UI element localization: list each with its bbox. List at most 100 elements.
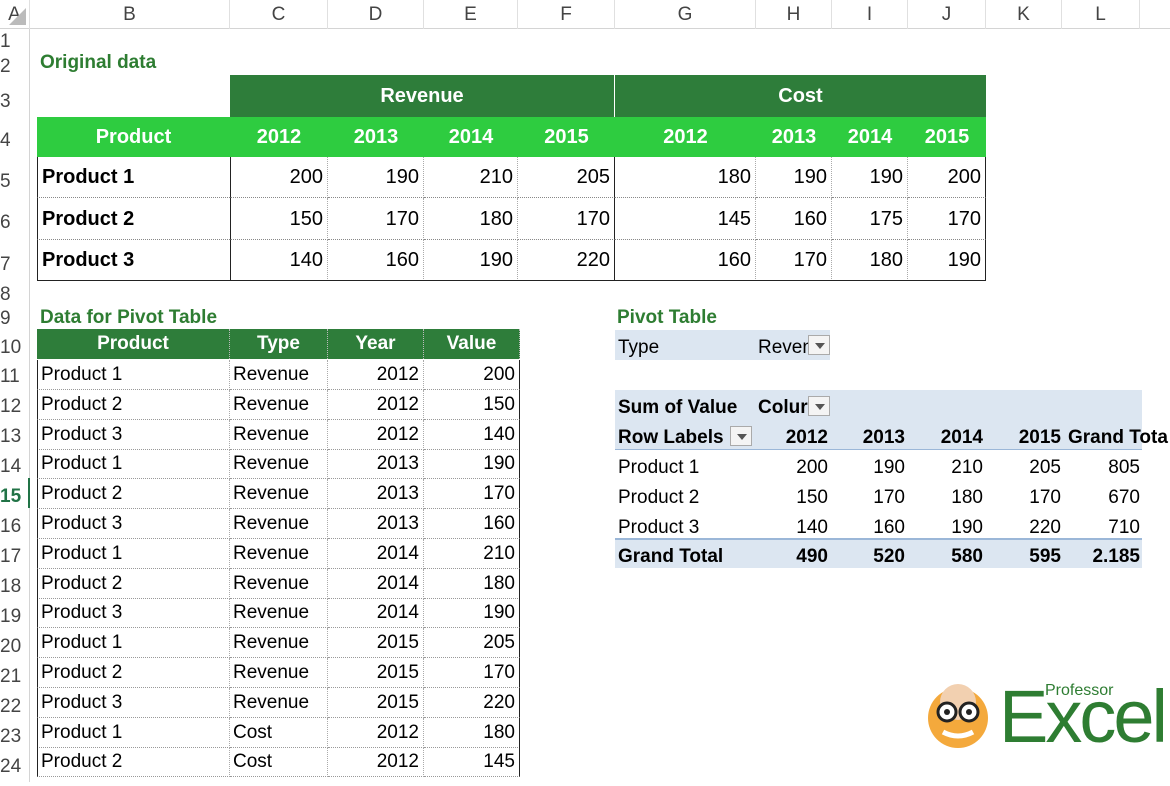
value-cell[interactable]: 210	[424, 157, 518, 198]
data-cell[interactable]: 180	[424, 568, 520, 599]
data-cell[interactable]: 2012	[328, 419, 424, 450]
data-cell[interactable]: Cost	[230, 717, 328, 748]
data-cell[interactable]: 2013	[328, 509, 424, 539]
data-cell[interactable]: Product 1	[37, 628, 230, 659]
data-cell[interactable]: Revenue	[230, 449, 328, 480]
data-cell[interactable]: 170	[424, 658, 520, 688]
row-header-1[interactable]: 1	[0, 31, 11, 52]
filter-dropdown-icon[interactable]	[808, 335, 830, 355]
row-header-11[interactable]: 11	[0, 366, 20, 387]
value-cell[interactable]: 170	[756, 240, 832, 281]
value-cell[interactable]: 160	[615, 240, 756, 281]
value-cell[interactable]: 190	[328, 157, 424, 198]
data-cell[interactable]: 2012	[328, 360, 424, 390]
pivot-value[interactable]: 220	[1029, 517, 1061, 538]
pivot-value[interactable]: 170	[1029, 487, 1061, 508]
data-cell[interactable]: 145	[424, 747, 520, 778]
data-cell[interactable]: 2013	[328, 449, 424, 480]
row-header-8[interactable]: 8	[0, 284, 11, 305]
data-cell[interactable]: 160	[424, 509, 520, 539]
pivot-row-label[interactable]: Product 1	[618, 457, 700, 478]
pivot-grand-total-label[interactable]: Grand Total	[618, 546, 724, 567]
data-cell[interactable]: Product 3	[37, 509, 230, 539]
row-header-18[interactable]: 18	[0, 576, 22, 597]
pivot-filter-value[interactable]: Reven	[758, 337, 813, 358]
row-header-17[interactable]: 17	[0, 546, 22, 567]
data-cell[interactable]: Revenue	[230, 687, 328, 718]
pivot-grand-total-value[interactable]: 595	[1029, 546, 1061, 567]
data-cell[interactable]: Revenue	[230, 538, 328, 569]
data-cell[interactable]: 2014	[328, 538, 424, 569]
value-cell[interactable]: 170	[518, 198, 615, 240]
data-cell[interactable]: Product 2	[37, 658, 230, 688]
column-header-i[interactable]: I	[832, 0, 908, 29]
pivot-row-label[interactable]: Product 2	[618, 487, 700, 508]
pivot-value[interactable]: 190	[873, 457, 905, 478]
pivot-value[interactable]: 710	[1108, 517, 1140, 538]
data-cell[interactable]: 2015	[328, 628, 424, 659]
pivot-grand-total-value[interactable]: 580	[951, 546, 983, 567]
row-header-4[interactable]: 4	[0, 130, 11, 151]
value-cell[interactable]: 160	[756, 198, 832, 240]
pivot-value[interactable]: 180	[951, 487, 983, 508]
column-header-j[interactable]: J	[908, 0, 986, 29]
data-cell[interactable]: Product 1	[37, 449, 230, 480]
pivot-grand-total-value[interactable]: 2.185	[1092, 546, 1140, 567]
data-cell[interactable]: Revenue	[230, 360, 328, 390]
pivot-value[interactable]: 160	[873, 517, 905, 538]
data-cell[interactable]: 2012	[328, 717, 424, 748]
data-cell[interactable]: 2015	[328, 687, 424, 718]
data-cell[interactable]: Product 3	[37, 419, 230, 450]
pivot-value[interactable]: 170	[873, 487, 905, 508]
value-cell[interactable]: 150	[230, 198, 328, 240]
row-header-14[interactable]: 14	[0, 456, 22, 477]
row-header-23[interactable]: 23	[0, 726, 22, 747]
data-cell[interactable]: Product 1	[37, 717, 230, 748]
value-cell[interactable]: 170	[328, 198, 424, 240]
data-cell[interactable]: Product 1	[37, 360, 230, 390]
column-header-k[interactable]: K	[986, 0, 1062, 29]
row-header-21[interactable]: 21	[0, 666, 22, 687]
row-header-10[interactable]: 10	[0, 337, 22, 358]
data-cell[interactable]: 150	[424, 389, 520, 420]
row-header-13[interactable]: 13	[0, 426, 22, 447]
data-cell[interactable]: 205	[424, 628, 520, 659]
value-cell[interactable]: 220	[518, 240, 615, 281]
pivot-grand-total-value[interactable]: 520	[873, 546, 905, 567]
pivot-row-labels[interactable]: Row Labels	[618, 427, 724, 448]
data-cell[interactable]: 2012	[328, 389, 424, 420]
row-header-24[interactable]: 24	[0, 756, 22, 777]
value-cell[interactable]: 160	[328, 240, 424, 281]
row-header-20[interactable]: 20	[0, 636, 22, 657]
pivot-grand-total-value[interactable]: 490	[796, 546, 828, 567]
value-cell[interactable]: 180	[832, 240, 908, 281]
column-header-f[interactable]: F	[518, 0, 615, 29]
value-cell[interactable]: 145	[615, 198, 756, 240]
value-cell[interactable]: 140	[230, 240, 328, 281]
row-header-2[interactable]: 2	[0, 56, 11, 77]
row-header-12[interactable]: 12	[0, 396, 22, 417]
pivot-value[interactable]: 205	[1029, 457, 1061, 478]
value-cell[interactable]: 200	[908, 157, 986, 198]
row-header-9[interactable]: 9	[0, 308, 11, 329]
data-cell[interactable]: Product 2	[37, 479, 230, 510]
value-cell[interactable]: 180	[424, 198, 518, 240]
data-cell[interactable]: 170	[424, 479, 520, 510]
data-cell[interactable]: Revenue	[230, 389, 328, 420]
column-header-b[interactable]: B	[30, 0, 230, 29]
data-cell[interactable]: 2013	[328, 479, 424, 510]
pivot-value[interactable]: 150	[796, 487, 828, 508]
data-cell[interactable]: Product 2	[37, 568, 230, 599]
value-cell[interactable]: 205	[518, 157, 615, 198]
value-cell[interactable]: 170	[908, 198, 986, 240]
data-cell[interactable]: Revenue	[230, 658, 328, 688]
pivot-value[interactable]: 200	[796, 457, 828, 478]
data-cell[interactable]: Cost	[230, 747, 328, 778]
row-header-15[interactable]: 15	[0, 478, 30, 508]
value-cell[interactable]: 200	[230, 157, 328, 198]
value-cell[interactable]: 190	[908, 240, 986, 281]
value-cell[interactable]: 175	[832, 198, 908, 240]
data-cell[interactable]: 210	[424, 538, 520, 569]
pivot-value[interactable]: 190	[951, 517, 983, 538]
value-cell[interactable]: 180	[615, 157, 756, 198]
